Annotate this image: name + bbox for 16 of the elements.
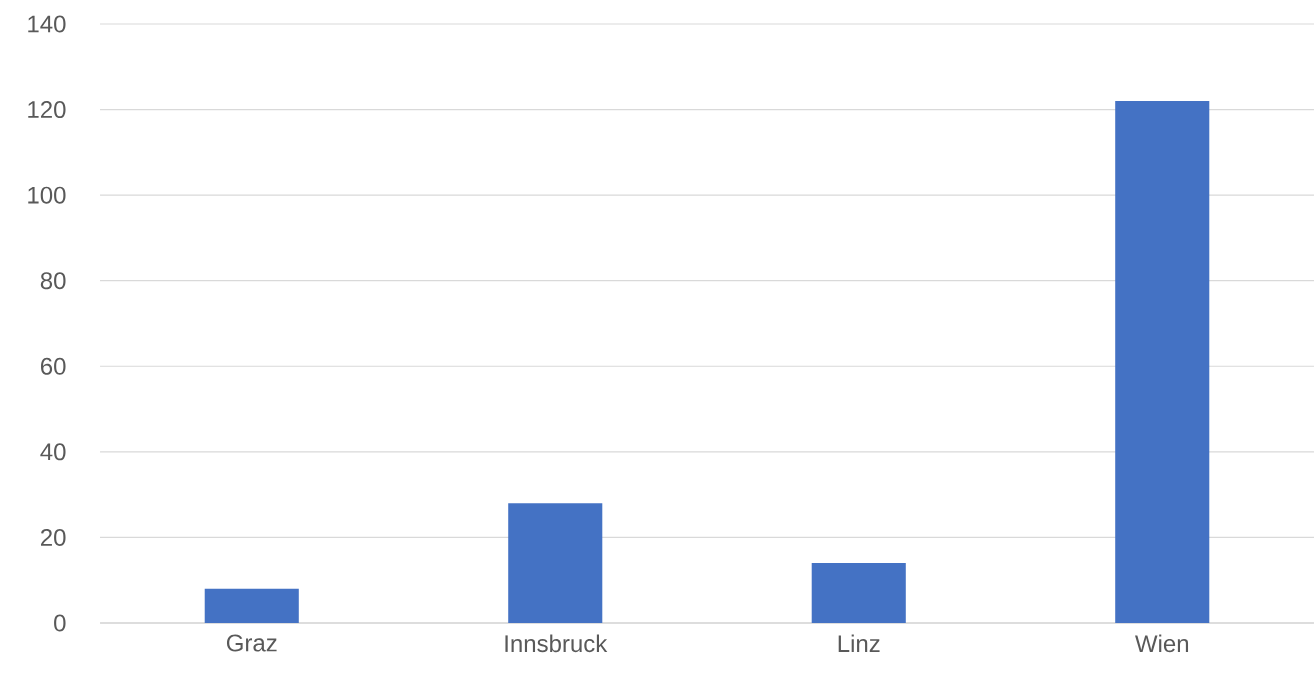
y-tick-label: 60 (41, 357, 66, 375)
y-tick-label: 100 (28, 186, 66, 204)
y-tick-label: 140 (28, 15, 66, 33)
y-tick-label: 80 (40, 272, 66, 290)
bar (508, 503, 603, 623)
y-tick-label: 0 (54, 614, 66, 632)
bar (204, 588, 299, 623)
x-tick-label: Graz (226, 634, 277, 652)
y-tick-label: 20 (40, 528, 66, 546)
bar (1115, 101, 1210, 623)
x-tick-label: Wien (1135, 634, 1189, 653)
x-tick-label: Linz (838, 634, 880, 652)
y-tick-label: 120 (28, 101, 66, 119)
bar (811, 563, 906, 623)
y-tick-label: 40 (40, 443, 66, 461)
x-tick-label: Innsbruck (505, 634, 608, 653)
